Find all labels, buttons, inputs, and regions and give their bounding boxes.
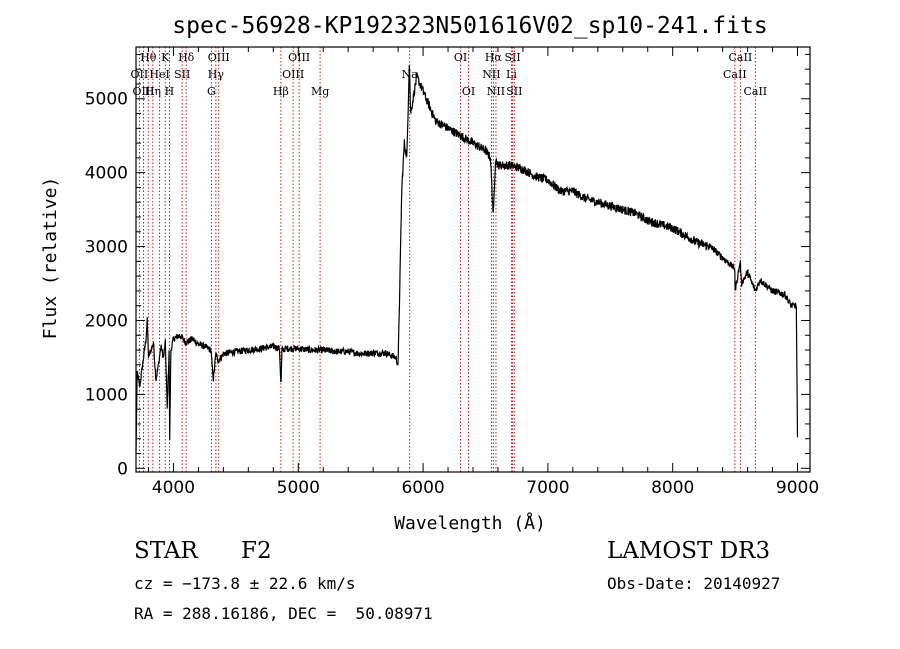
x-tick-label-2: 6000: [401, 478, 444, 498]
chart-title: spec-56928-KP192323N501616V02_sp10-241.f…: [172, 13, 767, 39]
line-label-4: HeI: [149, 68, 169, 81]
y-tick-label-2: 2000: [85, 311, 128, 331]
y-axis-label: Flux (relative): [40, 177, 61, 340]
line-label-2: OIII: [132, 85, 154, 98]
y-tick-label-5: 5000: [85, 90, 128, 110]
line-label-15: Mg: [311, 85, 329, 98]
x-tick-label-3: 7000: [526, 478, 569, 498]
line-label-26: CaII: [723, 68, 747, 81]
line-label-27: CaII: [743, 85, 767, 98]
line-markers: Hθ OII OIII K HeI Hη SII H Hδ OIII Hγ G Hβ OIII OIII Mg…: [131, 47, 767, 472]
spectrum-line: [135, 65, 799, 453]
line-label-13: OIII: [288, 51, 310, 64]
spectrum-chart: spec-56928-KP192323N501616V02_sp10-241.f…: [40, 13, 819, 534]
line-label-5: Hη: [145, 85, 161, 98]
x-tick-label-0: 4000: [152, 478, 195, 498]
line-label-1: OII: [131, 68, 149, 81]
line-label-3: K: [161, 51, 170, 64]
y-tick-label-1: 1000: [85, 385, 128, 405]
x-axis-label: Wavelength (Å): [394, 512, 546, 534]
line-label-7: H: [165, 85, 175, 98]
line-label-6: SII: [174, 68, 190, 81]
survey-name: LAMOST DR3: [607, 538, 771, 564]
y-tick-label-0: 0: [117, 459, 128, 479]
line-label-20: NII: [482, 68, 500, 81]
x-tick-label-4: 8000: [651, 478, 694, 498]
line-label-22: SII: [504, 51, 520, 64]
axis-ticks: 4000 5000 6000 7000 8000 9000 0 1000 2000 3000 400…: [85, 47, 819, 498]
line-label-23: Li: [506, 68, 517, 81]
line-label-19: Hα: [485, 51, 503, 64]
line-label-17: OI: [454, 51, 467, 64]
x-tick-label-1: 5000: [277, 478, 320, 498]
line-label-0: Hθ: [140, 51, 157, 64]
line-label-11: G: [207, 85, 216, 98]
subclass: F2: [241, 538, 272, 564]
y-tick-label-3: 3000: [85, 238, 128, 258]
line-label-14: OIII: [282, 68, 304, 81]
line-label-10: Hγ: [208, 68, 225, 81]
line-label-25: CaII: [729, 51, 753, 64]
redshift-velocity: cz = −173.8 ± 22.6 km/s: [134, 574, 356, 593]
object-class: STAR: [134, 538, 198, 564]
plot-frame: [135, 46, 811, 473]
observation-date: Obs-Date: 20140927: [607, 574, 781, 593]
line-label-12: Hβ: [273, 85, 289, 98]
line-label-9: OIII: [208, 51, 230, 64]
line-label-18: OI: [462, 85, 475, 98]
sky-coordinates: RA = 288.16186, DEC = 50.08971: [134, 604, 433, 623]
line-label-8: Hδ: [178, 51, 195, 64]
line-label-24: SII: [506, 85, 522, 98]
line-label-21: NII: [487, 85, 505, 98]
y-tick-label-4: 4000: [85, 164, 128, 184]
x-tick-label-5: 9000: [776, 478, 819, 498]
